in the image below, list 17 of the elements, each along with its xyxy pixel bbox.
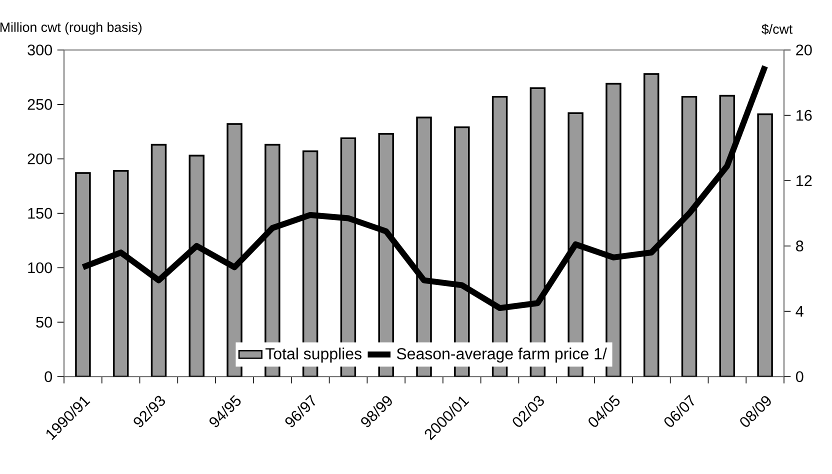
y2-tick-label: 0 — [796, 371, 804, 382]
legend-label: Total supplies — [266, 348, 362, 363]
y-tick-label: 0 — [44, 371, 52, 382]
y2-tick-label: 12 — [796, 175, 812, 186]
y2-tick-label: 16 — [796, 110, 812, 121]
legend-label: Season-average farm price 1/ — [396, 348, 607, 363]
y2-tick-label: 20 — [796, 44, 812, 56]
y-tick-label: 50 — [36, 316, 52, 328]
y-tick-label: 300 — [28, 44, 52, 56]
y-tick-label: 250 — [28, 99, 52, 110]
y2-tick-label: 4 — [796, 306, 804, 317]
y-tick-label: 200 — [28, 153, 52, 164]
y-axis-title: Million cwt (rough basis) — [0, 22, 142, 35]
y-tick-label: 100 — [28, 262, 52, 274]
y2-tick-label: 8 — [796, 240, 804, 252]
y-tick-label: 150 — [28, 208, 52, 219]
y2-axis-title: $/cwt — [762, 24, 793, 35]
